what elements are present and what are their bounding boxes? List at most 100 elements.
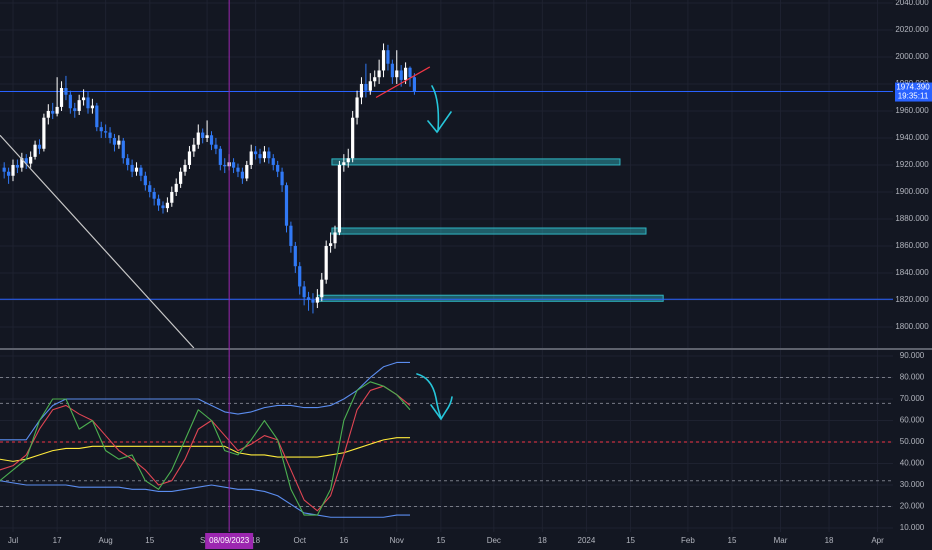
candle-body <box>408 67 412 78</box>
y-tick-label: 80.000 <box>900 373 925 382</box>
candle-body <box>152 191 156 199</box>
candle-body <box>24 158 28 164</box>
zone <box>331 227 647 235</box>
candle-body <box>231 162 236 168</box>
candle-body <box>7 171 11 176</box>
candle-body <box>139 167 143 176</box>
y-tick-label: 40.000 <box>900 459 925 468</box>
y-tick-label: 1940.000 <box>895 133 929 142</box>
candle-body <box>346 158 350 163</box>
trend-line <box>0 134 195 348</box>
candle-body <box>81 97 86 101</box>
candle-body <box>55 106 59 114</box>
candle-body <box>42 117 46 149</box>
indicator-line <box>0 480 410 518</box>
x-tick-label: Oct <box>293 536 306 545</box>
candle-body <box>51 110 55 114</box>
y-tick-label: 60.000 <box>900 416 925 425</box>
candle-body <box>399 70 403 80</box>
candle-body <box>412 77 417 92</box>
drawn-arrow <box>416 373 453 421</box>
candle-body <box>99 127 103 132</box>
candle-body <box>342 162 346 165</box>
candle-body <box>302 286 306 298</box>
drawn-arrow <box>427 85 452 134</box>
candle-body <box>223 164 227 167</box>
y-tick-label: 2040.000 <box>895 0 929 7</box>
candle-body <box>289 225 293 246</box>
x-tick-label: Jul <box>8 536 18 545</box>
candle-body <box>276 164 280 172</box>
candle-body <box>59 88 64 107</box>
candle-body <box>148 185 152 192</box>
x-tick-label: Dec <box>487 536 501 545</box>
candle-body <box>174 183 178 192</box>
indicator-line <box>0 381 411 516</box>
candle-body <box>205 135 209 138</box>
price-pane <box>0 0 893 348</box>
candle-body <box>254 151 258 155</box>
candle-body <box>364 83 368 91</box>
y-tick-label: 90.000 <box>900 351 925 360</box>
candle-body <box>293 245 297 267</box>
candle-body <box>214 144 218 149</box>
candle-body <box>156 198 161 206</box>
y-tick-label: 1820.000 <box>895 295 929 304</box>
candle-body <box>373 77 377 82</box>
x-tick-label: Aug <box>99 536 113 545</box>
candle-body <box>298 266 302 287</box>
y-tick-label: 10.000 <box>900 523 925 532</box>
y-tick-label: 1880.000 <box>895 214 929 223</box>
axes: 1800.000 1820.000 1840.000 18 60.000 1880.000… <box>8 0 932 545</box>
candle-body <box>284 185 289 226</box>
candle-body <box>306 297 311 300</box>
trend-line <box>375 66 431 98</box>
candle-body <box>86 97 90 109</box>
crosshair-box <box>205 533 254 549</box>
candle-body <box>320 279 324 298</box>
candle-body <box>108 132 112 138</box>
last-price-box <box>895 82 932 102</box>
indicator-pane <box>0 350 893 532</box>
x-tick-label: 2024 <box>578 536 596 545</box>
candle-body <box>77 100 81 111</box>
y-tick-label: 20.000 <box>900 502 925 511</box>
x-tick-label: 18 <box>538 536 547 545</box>
candle-body <box>262 151 267 159</box>
candle-body <box>179 171 183 184</box>
candle-body <box>143 175 147 186</box>
candle-body <box>209 135 214 145</box>
candle-body <box>126 158 130 165</box>
candle-body <box>267 151 271 159</box>
candle-body <box>258 154 262 159</box>
candle-body <box>333 232 337 244</box>
candle-body <box>11 164 15 176</box>
candle-body <box>46 110 50 118</box>
x-tick-label: 15 <box>626 536 635 545</box>
candle-body <box>20 158 24 168</box>
candle-body <box>403 67 408 80</box>
candle-body <box>117 140 121 145</box>
x-tick-label: Nov <box>390 536 404 545</box>
y-tick-label: 1800.000 <box>895 322 929 331</box>
x-tick-label: Apr <box>871 536 884 545</box>
candle-body <box>2 167 6 172</box>
candle-body <box>249 151 253 165</box>
y-tick-label: 70.000 <box>900 394 925 403</box>
y-tick-label: 2000.000 <box>895 52 929 61</box>
candle-body <box>95 105 99 128</box>
x-tick-label: 15 <box>145 536 154 545</box>
x-tick-label: 15 <box>436 536 445 545</box>
candle-body <box>112 137 117 145</box>
candle-body <box>170 191 174 203</box>
y-tick-label: 1840.000 <box>895 268 929 277</box>
candle-body <box>236 167 240 172</box>
candle-body <box>196 132 200 145</box>
candle-body <box>165 202 169 209</box>
candle-body <box>355 97 359 118</box>
candle-body <box>240 171 244 179</box>
indicator-line <box>0 385 411 512</box>
crosshair-label: 08/09/2023 <box>209 536 250 545</box>
